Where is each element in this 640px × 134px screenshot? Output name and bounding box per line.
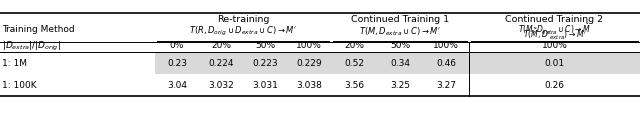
Text: $T(R, D_{orig} \cup D_{extra} \cup C) \rightarrow M'$: $T(R, D_{orig} \cup D_{extra} \cup C) \r… [189,25,297,38]
Text: 3.56: 3.56 [344,81,364,90]
Text: 100%: 100% [541,42,568,51]
Bar [155,52,331,74]
Text: 20%: 20% [211,42,231,51]
Text: 0.46: 0.46 [436,59,456,68]
Bar [331,52,469,74]
Text: $T(\tilde{M}, D'_{extra}) \rightarrow M'$: $T(\tilde{M}, D'_{extra}) \rightarrow M'… [523,26,586,42]
Text: $|D_{extra}|/|D_{orig}|$: $|D_{extra}|/|D_{orig}|$ [2,39,61,53]
Text: $T(M, D_{extra} \cup C) \rightarrow M'$: $T(M, D_{extra} \cup C) \rightarrow M'$ [359,25,441,38]
Text: 0.229: 0.229 [296,59,322,68]
Bar [469,52,640,74]
Text: 0.223: 0.223 [252,59,278,68]
Text: 3.25: 3.25 [390,81,410,90]
Text: 3.032: 3.032 [208,81,234,90]
Text: 100%: 100% [433,42,459,51]
Text: Training Method: Training Method [2,25,75,34]
Text: 1: 100K: 1: 100K [2,81,36,90]
Text: $T(M, D_{extra} \cup C) \rightarrow \tilde{M}$: $T(M, D_{extra} \cup C) \rightarrow \til… [518,21,591,37]
Text: 0.224: 0.224 [208,59,234,68]
Text: Re-training: Re-training [217,14,269,23]
Text: Continued Training 1: Continued Training 1 [351,14,449,23]
Text: 0.23: 0.23 [167,59,187,68]
Text: 100%: 100% [296,42,322,51]
Text: 3.031: 3.031 [252,81,278,90]
Text: 3.038: 3.038 [296,81,322,90]
Text: 3.04: 3.04 [167,81,187,90]
Text: 50%: 50% [255,42,275,51]
Text: 1: 1M: 1: 1M [2,59,27,68]
Text: 0.26: 0.26 [545,81,564,90]
Text: 0%: 0% [170,42,184,51]
Text: 20%: 20% [344,42,364,51]
Text: 50%: 50% [390,42,410,51]
Text: Continued Training 2: Continued Training 2 [506,14,604,23]
Text: 0.01: 0.01 [545,59,564,68]
Text: 0.52: 0.52 [344,59,364,68]
Text: 0.34: 0.34 [390,59,410,68]
Text: 3.27: 3.27 [436,81,456,90]
